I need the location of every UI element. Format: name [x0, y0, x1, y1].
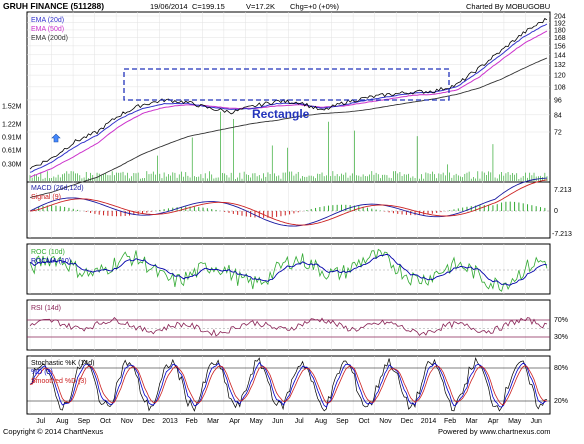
volume-tick-label: 0.91M [2, 135, 22, 142]
price-tick-label: 144 [554, 52, 566, 59]
chart-change: Chg=+0 (+0%) [290, 2, 339, 11]
chart-date: 19/06/2014 [150, 2, 188, 11]
stoch-k-line [29, 356, 548, 412]
x-tick-label: Jun [531, 418, 542, 425]
price-line [29, 17, 548, 170]
price-tick-label: 132 [554, 62, 566, 69]
rsi-line [29, 317, 548, 337]
indicator-series [27, 177, 550, 412]
price-legend: EMA (20d) EMA (50d) EMA (200d) [31, 17, 68, 42]
signal-line [29, 179, 548, 226]
legend-signal: Signal (9) [31, 194, 61, 201]
roc-line [29, 248, 548, 292]
ema50-line [29, 30, 548, 178]
x-tick-label: Dec [142, 418, 155, 425]
price-tick-label: 204 [554, 14, 566, 21]
price-tick-label: 180 [554, 27, 566, 34]
rectangle-pattern-annotation [123, 68, 450, 101]
chart-close: C=199.15 [192, 2, 225, 11]
macd-tick-top: 7.213 [554, 187, 572, 194]
macd-line [29, 177, 548, 227]
price-gridlines [27, 12, 550, 414]
x-tick-label: Sep [78, 418, 91, 425]
x-tick-label: Mar [207, 418, 220, 425]
price-tick-label: 84 [554, 112, 562, 119]
x-tick-label: Sep [336, 418, 349, 425]
macd-tick-zero: 0 [554, 208, 558, 215]
rsi-tick-70: 70% [554, 317, 568, 324]
price-series [29, 17, 548, 198]
x-axis-labels: Jul Aug Sep Oct Nov Dec 2013 Feb Mar Apr May Jun Jul… [36, 418, 542, 425]
rocma-line [29, 253, 548, 286]
x-tick-label: Oct [100, 418, 111, 425]
price-tick-label: 108 [554, 84, 566, 91]
x-tick-label: Nov [379, 418, 392, 425]
legend-rsi: RSI (14d) [31, 305, 61, 312]
chart-credit: Charted By MOBUGOBU [466, 2, 550, 11]
x-tick-label: Feb [186, 418, 198, 425]
x-tick-label: Nov [121, 418, 134, 425]
x-tick-label: Aug [56, 418, 69, 425]
x-tick-label: 2014 [421, 418, 437, 425]
stoch-tick-80: 80% [554, 365, 568, 372]
stoch-smoothed-d-line [29, 365, 547, 406]
x-tick-label: May [250, 418, 264, 425]
volume-tick-label: 0.30M [2, 162, 22, 169]
legend-macd: MACD (26d,12d) [31, 185, 84, 192]
volume-tick-label: 1.22M [2, 122, 22, 129]
chart-volume: V=17.2K [246, 2, 275, 11]
legend-ema200: EMA (200d) [31, 35, 68, 42]
price-tick-label: 96 [554, 97, 562, 104]
rsi-tick-30: 30% [554, 334, 568, 341]
chart-title-symbol: GRUH FINANCE (511288) [3, 1, 104, 11]
x-tick-label: Feb [444, 418, 456, 425]
footer-powered: Powered by www.chartnexus.com [438, 427, 551, 436]
legend-ema20: EMA (20d) [31, 17, 64, 24]
price-tick-label: 192 [554, 20, 566, 27]
up-arrow-icon [51, 133, 61, 143]
price-tick-label: 156 [554, 43, 566, 50]
x-tick-label: Dec [401, 418, 414, 425]
x-tick-label: Jun [272, 418, 283, 425]
legend-ema50: EMA (50d) [31, 26, 64, 33]
x-tick-label: May [508, 418, 522, 425]
legend-stoch-d: %D (3) [31, 369, 53, 376]
rectangle-label: Rectangle [252, 107, 310, 121]
x-tick-label: Apr [488, 418, 500, 425]
legend-stoch-smoothed-d: Smoothed %D (3) [31, 378, 87, 385]
price-tick-label: 120 [554, 73, 566, 80]
volume-axis-labels: 1.52M 1.22M 0.91M 0.61M 0.30M [2, 104, 22, 169]
x-tick-label: Aug [315, 418, 328, 425]
macd-tick-bottom: -7.213 [552, 231, 572, 238]
stoch-d-line [29, 361, 548, 408]
x-tick-label: Jul [295, 418, 304, 425]
ema200-line [29, 57, 548, 198]
legend-roc: ROC (10d) [31, 249, 65, 256]
x-tick-label: Oct [358, 418, 369, 425]
volume-tick-label: 0.61M [2, 148, 22, 155]
price-tick-label: 168 [554, 35, 566, 42]
x-tick-label: Mar [466, 418, 479, 425]
price-tick-label: 72 [554, 130, 562, 137]
legend-rocma: ROCMA (10) [31, 258, 71, 265]
x-tick-label: Apr [229, 418, 241, 425]
volume-bars [29, 111, 548, 181]
volume-tick-label: 1.52M [2, 104, 22, 111]
ema20-line [29, 23, 548, 173]
x-tick-label: Jul [36, 418, 45, 425]
legend-stoch-k: Stochastic %K (14d) [31, 360, 94, 367]
stoch-tick-20: 20% [554, 398, 568, 405]
x-tick-label: 2013 [162, 418, 178, 425]
footer-copyright: Copyright © 2014 ChartNexus [3, 427, 103, 436]
